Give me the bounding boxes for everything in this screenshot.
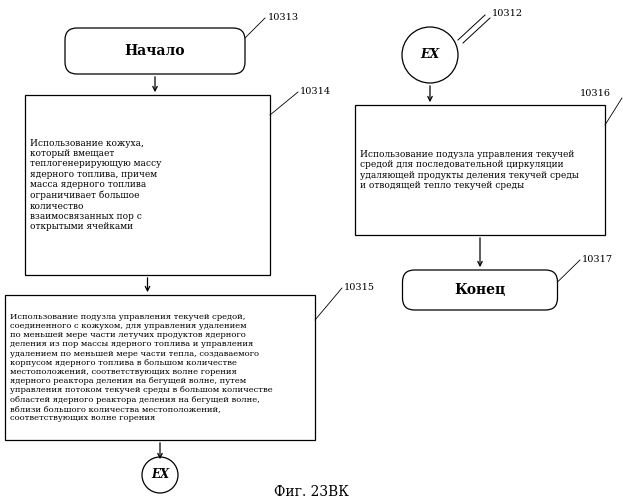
Bar: [5, 295, 315, 440]
Bar: [25, 95, 270, 275]
Bar: [355, 105, 605, 235]
Text: 10313: 10313: [268, 14, 299, 22]
Text: 10314: 10314: [300, 86, 331, 96]
FancyBboxPatch shape: [402, 270, 558, 310]
Text: EX: EX: [421, 48, 440, 62]
Text: Использование кожуха,
который вмещает
теплогенерирующую массу
ядерного топлива, : Использование кожуха, который вмещает те…: [30, 138, 161, 232]
Text: Использование подузла управления текучей
средой для последовательной циркуляции
: Использование подузла управления текучей…: [360, 150, 579, 190]
Text: Начало: Начало: [125, 44, 185, 58]
Text: Конец: Конец: [454, 283, 506, 297]
Text: Фиг. 23ВК: Фиг. 23ВК: [274, 485, 349, 499]
Text: 10312: 10312: [492, 8, 523, 18]
Circle shape: [142, 457, 178, 493]
Text: Использование подузла управления текучей средой,
соединенного с кожухом, для упр: Использование подузла управления текучей…: [10, 313, 273, 422]
Text: EX: EX: [151, 468, 169, 481]
Text: 10317: 10317: [582, 254, 613, 264]
Text: 10315: 10315: [344, 282, 375, 292]
FancyBboxPatch shape: [65, 28, 245, 74]
Circle shape: [402, 27, 458, 83]
Text: 10316: 10316: [580, 88, 611, 98]
